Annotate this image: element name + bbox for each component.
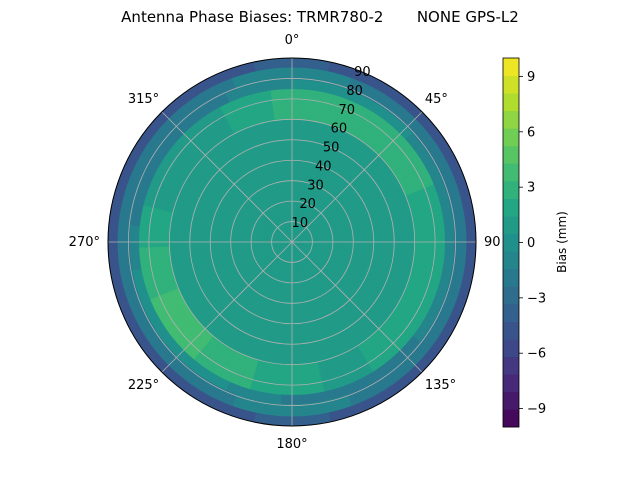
contour-cell bbox=[287, 293, 293, 298]
contour-cell bbox=[291, 192, 296, 197]
contour-cell bbox=[291, 321, 299, 326]
contour-cell bbox=[291, 312, 298, 316]
contour-cell bbox=[286, 174, 293, 179]
contour-cell bbox=[291, 281, 296, 286]
contour-cell bbox=[291, 186, 297, 191]
contour-cell bbox=[334, 236, 339, 241]
contour-cell bbox=[291, 318, 298, 323]
contour-cell bbox=[285, 327, 293, 332]
contour-cell bbox=[285, 321, 293, 326]
contour-cell bbox=[286, 305, 293, 310]
chart-title: Antenna Phase Biases: TRMR780-2 NONE GPS… bbox=[121, 8, 519, 26]
contour-cell bbox=[291, 168, 298, 172]
contour-cell bbox=[285, 155, 293, 160]
contour-cell bbox=[286, 318, 293, 323]
contour-cell bbox=[291, 183, 297, 188]
contour-cell bbox=[288, 201, 293, 206]
contour-cell bbox=[286, 312, 293, 316]
contour-cell bbox=[286, 308, 293, 313]
contour-cell bbox=[287, 186, 293, 191]
contour-cell bbox=[251, 242, 256, 247]
contour-cell bbox=[285, 152, 293, 157]
contour-cell bbox=[291, 155, 299, 160]
contour-cell bbox=[288, 287, 293, 292]
contour-cell bbox=[287, 183, 293, 188]
contour-cell bbox=[245, 243, 250, 248]
contour-cell bbox=[285, 158, 293, 163]
contour-cell bbox=[291, 278, 296, 283]
contour-cell bbox=[288, 192, 293, 197]
contour-cell bbox=[291, 174, 298, 179]
contour-cell bbox=[291, 290, 296, 295]
contour-field bbox=[108, 58, 476, 426]
contour-cell bbox=[291, 296, 297, 301]
contour-cell bbox=[285, 330, 293, 335]
contour-cell bbox=[291, 287, 296, 292]
contour-cell bbox=[291, 158, 299, 163]
contour-cell bbox=[325, 237, 330, 242]
contour-cell bbox=[291, 149, 299, 154]
contour-cell bbox=[285, 324, 293, 329]
contour-cell bbox=[286, 168, 293, 172]
contour-cell bbox=[285, 149, 293, 154]
contour-cell bbox=[291, 293, 297, 298]
contour-cell bbox=[287, 296, 293, 301]
contour-cell bbox=[291, 330, 299, 335]
contour-cell bbox=[288, 195, 293, 200]
contour-cell bbox=[291, 189, 296, 194]
contour-cell bbox=[286, 315, 293, 319]
contour-cell bbox=[248, 243, 253, 247]
contour-cell bbox=[254, 242, 259, 247]
contour-cell bbox=[291, 324, 299, 329]
contour-cell bbox=[291, 165, 298, 169]
contour-cell bbox=[331, 237, 336, 241]
contour-cell bbox=[291, 171, 298, 176]
contour-cell bbox=[291, 305, 298, 310]
contour-cell bbox=[286, 161, 293, 166]
contour-cell bbox=[288, 198, 293, 203]
contour-cell bbox=[291, 308, 298, 313]
contour-cell bbox=[288, 290, 293, 295]
contour-cell bbox=[286, 165, 293, 169]
contour-cell bbox=[291, 315, 298, 319]
contour-cell bbox=[291, 152, 299, 157]
contour-cell bbox=[288, 189, 293, 194]
contour-cell bbox=[291, 284, 296, 289]
contour-cell bbox=[291, 327, 299, 332]
contour-cell bbox=[291, 161, 298, 166]
contour-cell bbox=[286, 171, 293, 176]
contour-cell bbox=[328, 237, 333, 242]
